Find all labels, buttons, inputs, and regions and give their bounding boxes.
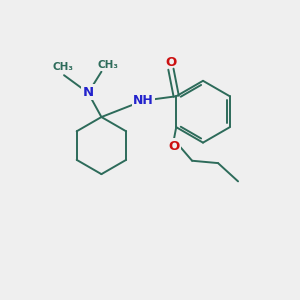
Text: O: O [165, 56, 177, 69]
Text: CH₃: CH₃ [53, 62, 74, 72]
Text: CH₃: CH₃ [98, 60, 118, 70]
Text: NH: NH [133, 94, 154, 107]
Text: O: O [168, 140, 179, 152]
Text: N: N [82, 86, 94, 99]
